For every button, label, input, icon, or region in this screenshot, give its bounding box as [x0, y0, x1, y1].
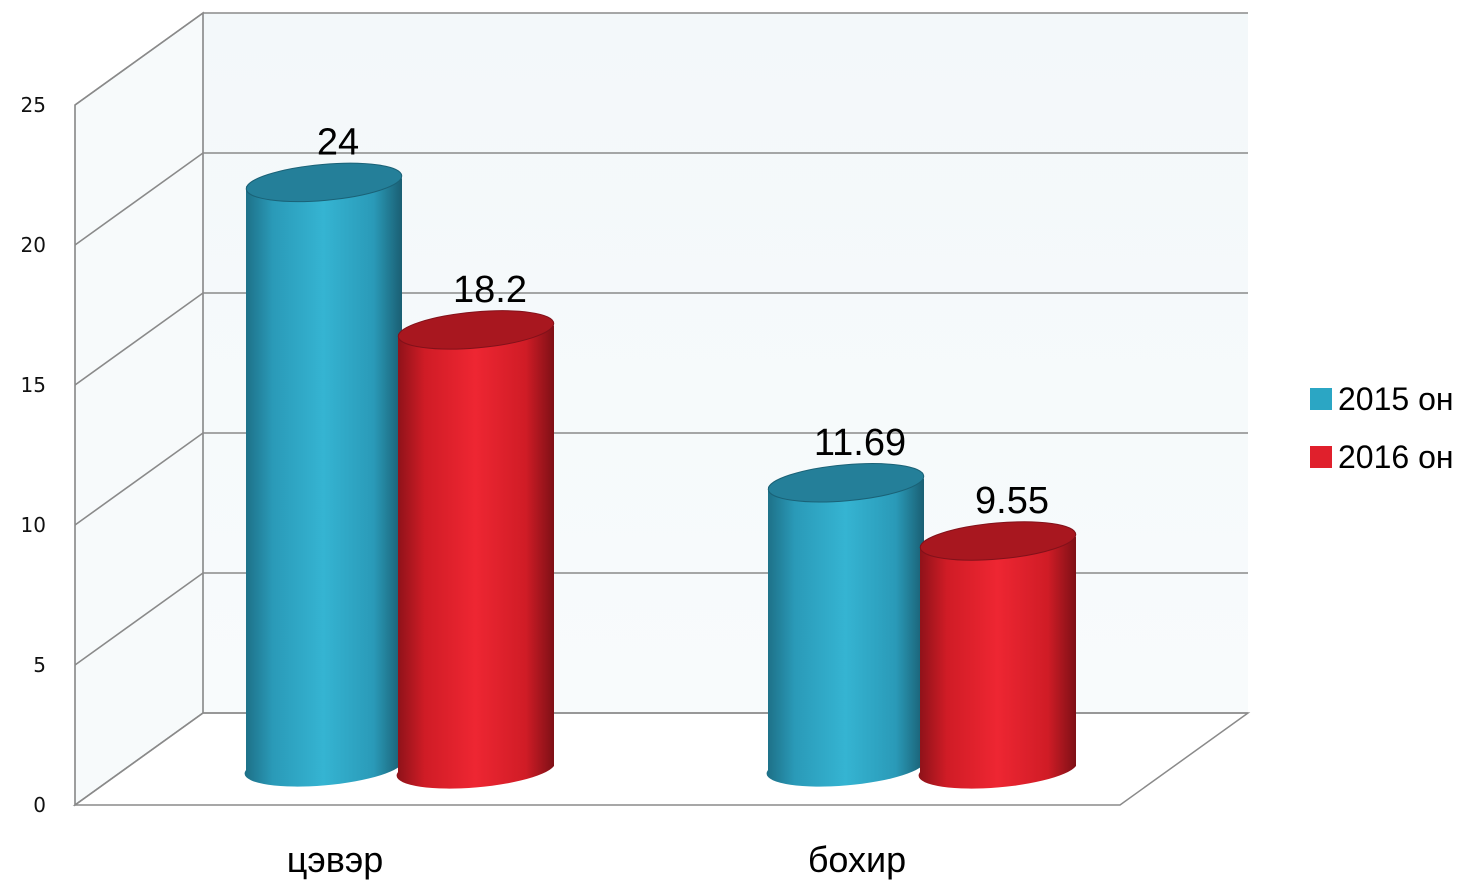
legend-label: 2015 он: [1338, 381, 1454, 417]
data-label: 11.69: [814, 422, 906, 464]
legend: 2015 он 2016 он: [1310, 381, 1454, 475]
bar-top: [919, 521, 1077, 561]
legend-item: 2016 он: [1310, 439, 1454, 475]
legend-swatch: [1310, 388, 1332, 410]
bars: [244, 162, 1077, 789]
gridline: [74, 432, 1248, 526]
bar-body: [396, 325, 554, 789]
y-tick-label: 10: [21, 513, 46, 537]
x-tick-label: бохир: [808, 839, 906, 880]
x-axis: цэвэр бохир: [287, 839, 906, 880]
legend-swatch: [1310, 446, 1332, 468]
bar-top: [767, 463, 925, 503]
y-axis: 0 5 10 15 20 25: [21, 93, 46, 817]
y-tick-label: 5: [33, 653, 46, 677]
bar-body: [766, 478, 924, 787]
data-label: 24: [317, 121, 359, 163]
bar-body: [918, 536, 1076, 789]
bar-top: [245, 162, 403, 203]
bar: [918, 521, 1077, 789]
bar-body: [244, 178, 402, 787]
x-tick-label: цэвэр: [287, 839, 384, 880]
data-label: 9.55: [975, 480, 1049, 522]
gridline: [74, 12, 1248, 106]
y-tick-label: 25: [21, 93, 46, 117]
gridline: [74, 292, 1248, 386]
bar: [396, 310, 555, 789]
data-labels: 24 18.2 11.69 9.55: [317, 121, 1049, 522]
legend-item: 2015 он: [1310, 381, 1454, 417]
bar-top: [397, 310, 555, 350]
legend-label: 2016 он: [1338, 439, 1454, 475]
gridline: [74, 152, 1248, 246]
y-tick-label: 15: [21, 373, 46, 397]
y-tick-label: 20: [21, 233, 46, 257]
y-tick-label: 0: [33, 793, 46, 817]
bar: [244, 162, 403, 787]
side-wall: [74, 11, 204, 807]
bar: [766, 463, 925, 787]
data-label: 18.2: [453, 269, 527, 311]
